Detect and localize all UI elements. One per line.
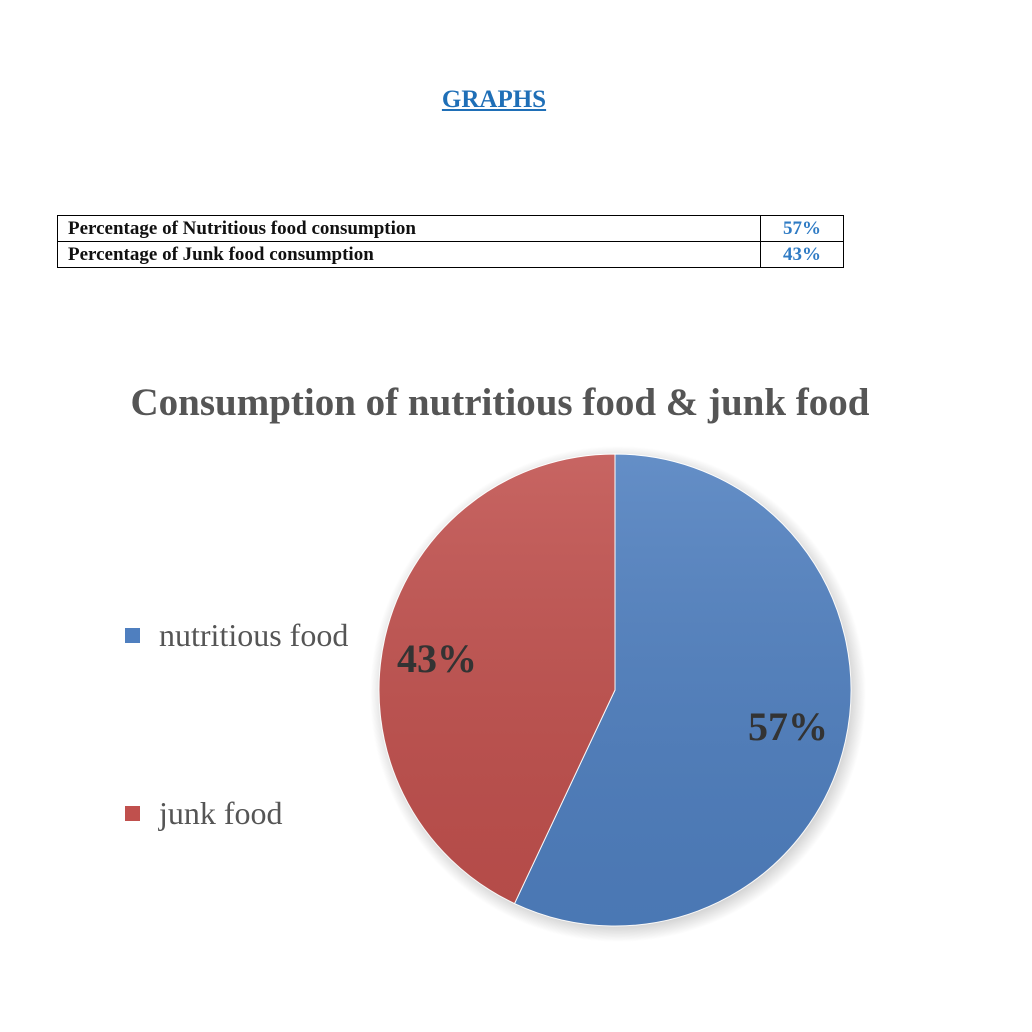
pie-slice-shade-junk-food: [379, 454, 615, 904]
pie-slice-shade-nutritious-food: [514, 454, 852, 926]
legend-label: junk food: [159, 795, 283, 831]
table-row-label: Percentage of Nutritious food consumptio…: [57, 215, 761, 242]
legend-item-nutritious-food: nutritious food: [125, 615, 348, 655]
chart-title: Consumption of nutritious food & junk fo…: [130, 381, 870, 424]
table-row: Percentage of Nutritious food consumptio…: [57, 215, 844, 242]
legend-item-junk-food: junk food: [125, 793, 283, 833]
data-label-junk-food: 43%: [397, 636, 477, 681]
data-label-nutritious-food: 57%: [748, 704, 828, 749]
page-heading: GRAPHS: [441, 86, 547, 113]
table-row: Percentage of Junk food consumption 43%: [57, 241, 844, 268]
legend-label: nutritious food: [159, 617, 349, 653]
legend-swatch-nutritious-food: [125, 628, 140, 644]
table-row-value: 57%: [760, 215, 844, 242]
legend-swatch-junk-food: [125, 806, 140, 822]
table-row-value: 43%: [760, 241, 844, 268]
table-row-label: Percentage of Junk food consumption: [57, 241, 761, 268]
consumption-table: Percentage of Nutritious food consumptio…: [57, 215, 844, 268]
